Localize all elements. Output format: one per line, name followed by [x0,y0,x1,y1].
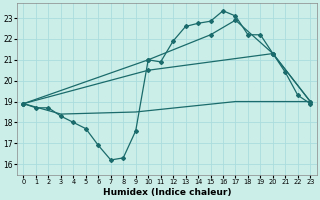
X-axis label: Humidex (Indice chaleur): Humidex (Indice chaleur) [103,188,231,197]
